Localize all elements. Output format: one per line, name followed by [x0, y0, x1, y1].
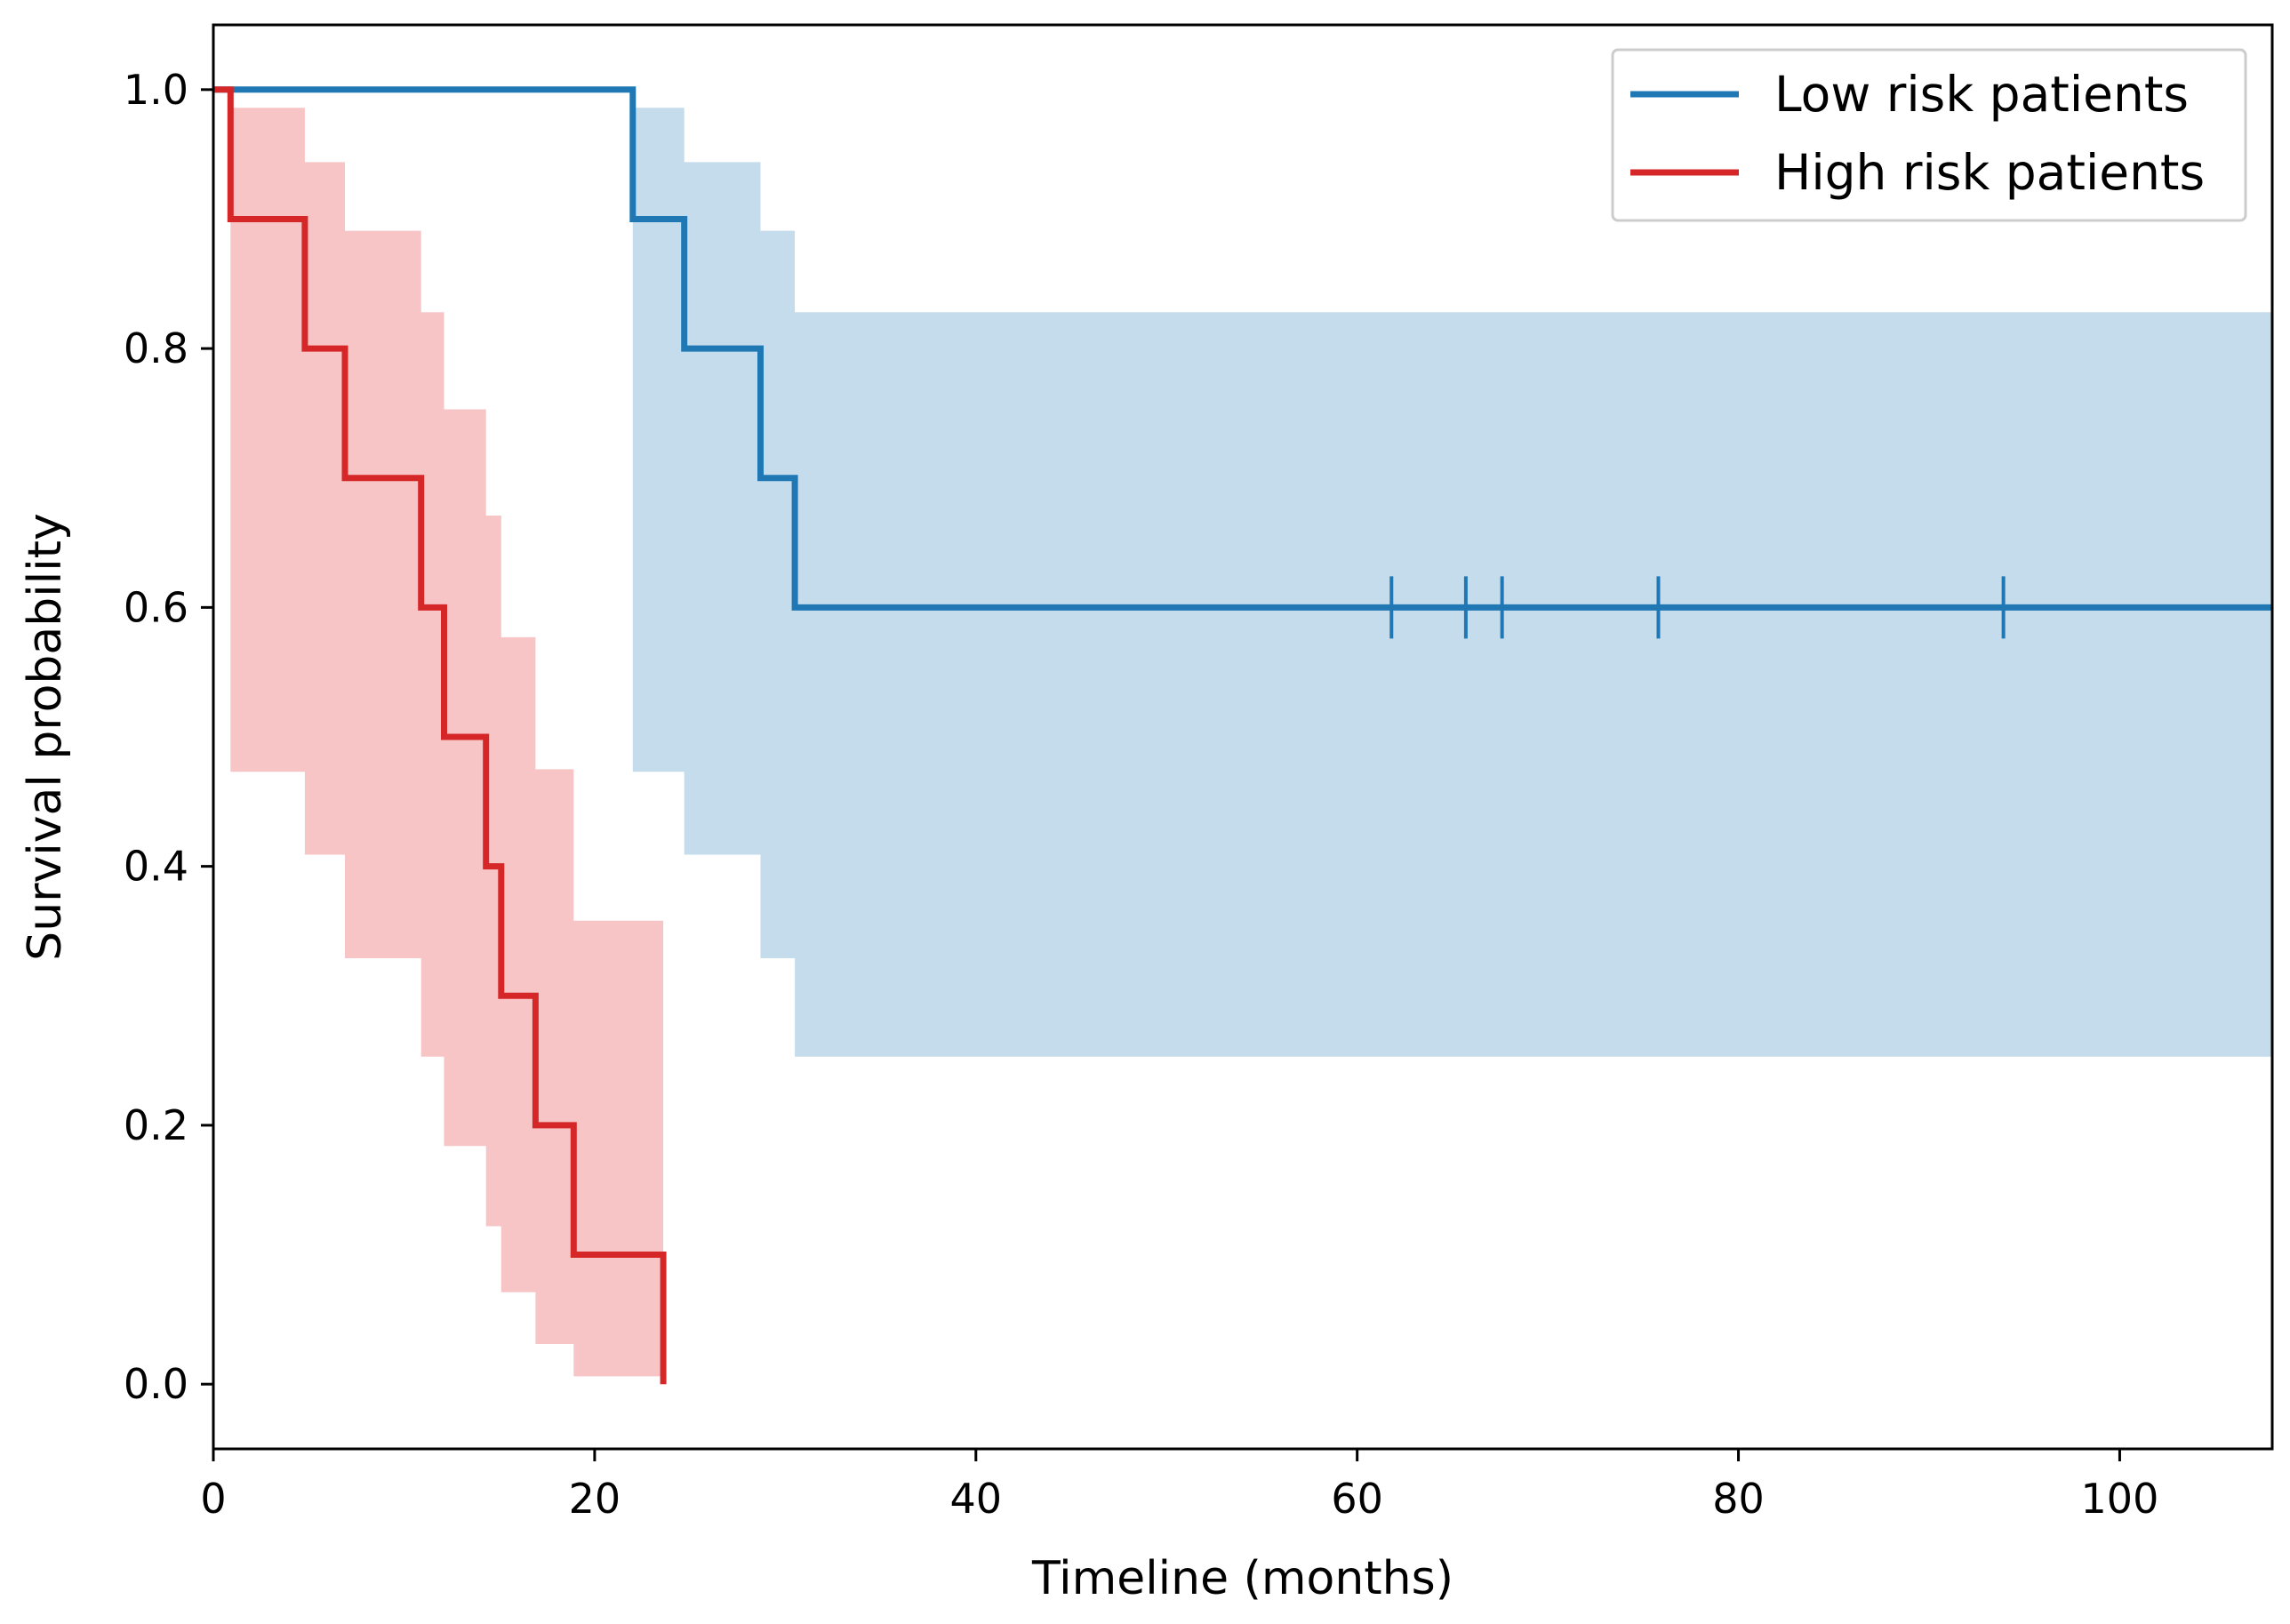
y-tick-label: 0.2 — [124, 1101, 188, 1149]
x-axis-label: Timeline (months) — [1031, 1552, 1453, 1605]
low-risk-patients-confidence-band — [213, 89, 2272, 1057]
plot-frame — [212, 23, 2274, 1451]
confidence-bands — [213, 89, 2272, 1385]
x-tick-label: 20 — [569, 1475, 621, 1523]
x-tick-label: 80 — [1712, 1475, 1765, 1523]
high-risk-patients-legend-label: High risk patients — [1774, 144, 2205, 201]
x-tick-label: 40 — [950, 1475, 1003, 1523]
survival-curves — [213, 86, 2272, 1385]
censor-marks — [1389, 576, 2006, 639]
x-tick-label: 0 — [200, 1475, 226, 1523]
x-tick-label: 100 — [2081, 1475, 2159, 1523]
y-tick-label: 0.6 — [124, 583, 188, 631]
x-axis-ticks: 0 20 40 60 80 100 — [200, 1449, 2158, 1523]
x-tick-label: 60 — [1331, 1475, 1383, 1523]
y-axis-ticks: 0.0 0.2 0.4 0.6 0.8 1.0 — [124, 66, 213, 1408]
y-tick-label: 0.8 — [124, 324, 188, 372]
low-risk-patients-legend-label: Low risk patients — [1774, 66, 2189, 123]
y-tick-label: 1.0 — [124, 66, 188, 114]
legend: Low risk patients High risk patients — [1611, 48, 2247, 222]
low-risk-patients-survival-curve — [213, 86, 2272, 611]
y-tick-label: 0.0 — [124, 1360, 188, 1408]
high-risk-patients-confidence-band — [213, 89, 664, 1385]
legend-box — [1611, 48, 2247, 222]
high-risk-patients-survival-curve — [213, 86, 667, 1385]
y-axis-label: Survival probability — [19, 513, 72, 961]
y-tick-label: 0.4 — [124, 843, 188, 891]
